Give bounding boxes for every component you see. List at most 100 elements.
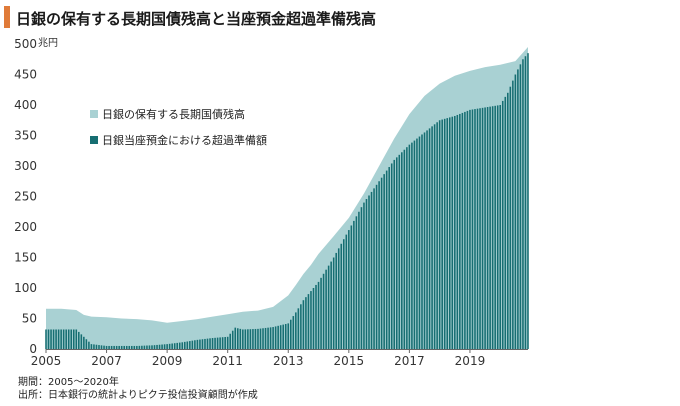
bar-excess-reserve	[214, 337, 216, 349]
bar-excess-reserve	[103, 345, 105, 349]
bar-excess-reserve	[507, 92, 509, 350]
bar-excess-reserve	[143, 345, 146, 349]
bar-excess-reserve	[239, 328, 242, 349]
bar-excess-reserve	[527, 53, 529, 349]
bar-excess-reserve	[105, 345, 108, 349]
y-unit-label: 兆円	[38, 37, 58, 49]
bar-excess-reserve	[83, 336, 85, 349]
bar-excess-reserve	[146, 345, 148, 349]
bar-excess-reserve	[244, 329, 247, 349]
bar-excess-reserve	[504, 96, 507, 350]
bar-excess-reserve	[204, 338, 206, 349]
y-tick-label: 400	[14, 98, 37, 112]
bar-excess-reserve	[411, 142, 413, 349]
bar-excess-reserve	[158, 344, 161, 349]
bar-excess-reserve	[229, 333, 231, 349]
bar-excess-reserve	[375, 184, 378, 349]
bar-excess-reserve	[123, 345, 126, 349]
bar-excess-reserve	[342, 239, 345, 349]
y-tick-label: 250	[14, 190, 37, 204]
bar-excess-reserve	[350, 225, 353, 349]
bar-excess-reserve	[148, 345, 151, 349]
bar-excess-reserve	[50, 329, 52, 349]
bar-excess-reserve	[98, 345, 100, 349]
bar-excess-reserve	[340, 243, 343, 349]
bar-excess-reserve	[237, 328, 239, 349]
x-tick-label: 2007	[91, 354, 122, 368]
bar-excess-reserve	[80, 334, 83, 349]
bar-excess-reserve	[514, 74, 517, 349]
bar-excess-reserve	[65, 329, 67, 349]
bar-excess-reserve	[406, 147, 408, 349]
bar-excess-reserve	[166, 344, 168, 349]
bar-excess-reserve	[524, 56, 527, 350]
bar-excess-reserve	[302, 300, 305, 349]
bar-excess-reserve	[317, 281, 320, 349]
bar-excess-reserve	[272, 327, 274, 349]
bar-excess-reserve	[413, 140, 416, 349]
bar-excess-reserve	[519, 64, 522, 349]
bar-excess-reserve	[408, 144, 411, 349]
bar-excess-reserve	[481, 107, 484, 349]
chart-title: 日銀の保有する長期国債残高と当座預金超過準備残高	[16, 10, 377, 28]
bar-excess-reserve	[464, 111, 466, 349]
x-tick-label: 2019	[455, 354, 486, 368]
bar-excess-reserve	[219, 337, 221, 349]
bar-excess-reserve	[113, 345, 115, 349]
bar-excess-reserve	[277, 325, 279, 349]
bar-excess-reserve	[211, 338, 214, 349]
bar-excess-reserve	[267, 327, 269, 349]
bar-excess-reserve	[388, 167, 390, 349]
source-note: 出所：日本銀行の統計よりピクテ投信投資顧問が作成	[18, 390, 258, 401]
bar-excess-reserve	[385, 170, 388, 349]
bar-excess-reserve	[499, 105, 502, 349]
y-tick-label: 100	[14, 281, 37, 295]
bar-excess-reserve	[184, 341, 186, 349]
bar-excess-reserve	[189, 341, 191, 349]
bar-excess-reserve	[62, 329, 65, 349]
bar-excess-reserve	[423, 132, 426, 349]
bar-excess-reserve	[201, 339, 204, 349]
bar-excess-reserve	[52, 329, 55, 349]
bar-excess-reserve	[199, 339, 201, 349]
bar-excess-reserve	[489, 106, 491, 349]
bar-excess-reserve	[325, 269, 327, 349]
y-tick-label: 450	[14, 68, 37, 82]
bar-excess-reserve	[57, 329, 60, 349]
bar-excess-reserve	[196, 339, 199, 349]
bar-excess-reserve	[398, 154, 401, 349]
y-tick-label: 300	[14, 159, 37, 173]
bar-excess-reserve	[264, 327, 267, 349]
bar-excess-reserve	[454, 115, 456, 349]
bar-excess-reserve	[259, 328, 262, 349]
bar-excess-reserve	[345, 234, 348, 349]
x-tick-label: 2015	[334, 354, 365, 368]
tick-layer: 0 50 100 150 200 250 300 350 400 450 500 兆円 2005 2007…	[14, 37, 528, 368]
bar-excess-reserve	[108, 345, 110, 349]
bar-excess-reserve	[416, 138, 418, 349]
x-tick-label: 2017	[394, 354, 425, 368]
bar-excess-reserve	[133, 345, 136, 349]
bar-excess-reserve	[282, 324, 284, 349]
bar-excess-reserve	[320, 277, 322, 349]
y-tick-label: 50	[22, 312, 37, 326]
bar-excess-reserve	[451, 116, 454, 349]
bar-excess-reserve	[315, 284, 317, 349]
bar-excess-reserve	[125, 345, 128, 349]
chart-notes: 期間：2005〜2020年 出所：日本銀行の統計よりピクテ投信投資顧問が作成	[18, 376, 258, 402]
bar-excess-reserve	[348, 230, 350, 349]
bar-excess-reserve	[297, 308, 300, 349]
bar-excess-reserve	[446, 118, 449, 350]
bar-excess-reserve	[332, 257, 335, 349]
bar-excess-reserve	[433, 124, 436, 349]
bar-excess-reserve	[85, 339, 88, 349]
bar-excess-reserve	[522, 59, 524, 349]
bar-excess-reserve	[322, 273, 325, 349]
bar-excess-reserve	[274, 326, 277, 349]
bar-excess-reserve	[448, 117, 451, 350]
bar-excess-reserve	[393, 159, 396, 349]
bar-excess-reserve	[257, 328, 259, 349]
bar-excess-reserve	[168, 343, 171, 349]
bar-excess-reserve	[484, 107, 486, 349]
bar-excess-reserve	[436, 122, 438, 349]
